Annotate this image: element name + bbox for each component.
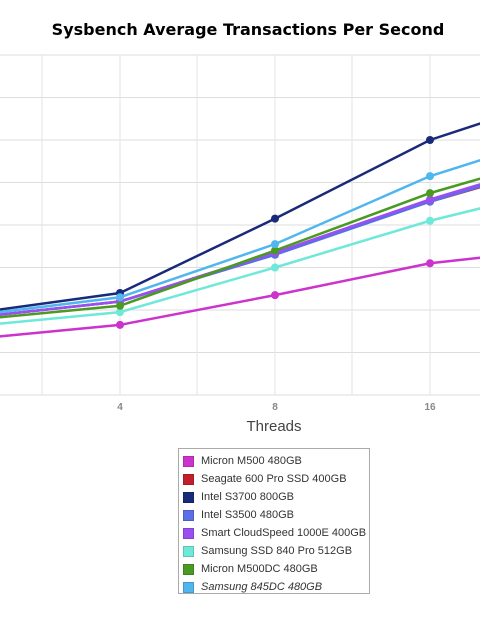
chart-title: Sysbench Average Transactions Per Second bbox=[51, 20, 445, 39]
legend: Micron M500 480GB Seagate 600 Pro SSD 400… bbox=[178, 448, 370, 594]
data-point bbox=[116, 320, 124, 329]
series-micron-m500-480gb bbox=[0, 256, 480, 338]
legend-item[interactable]: Samsung SSD 840 Pro 512GB bbox=[183, 542, 369, 560]
legend-swatch bbox=[183, 527, 194, 539]
legend-swatch bbox=[183, 455, 194, 467]
legend-item[interactable]: Seagate 600 Pro SSD 400GB bbox=[183, 470, 369, 488]
data-point bbox=[271, 240, 279, 249]
legend-item[interactable]: Intel S3700 800GB bbox=[183, 488, 369, 506]
data-point bbox=[271, 214, 279, 223]
legend-item[interactable]: Intel S3500 480GB bbox=[183, 506, 369, 524]
legend-swatch bbox=[183, 473, 194, 485]
x-tick-labels: 4 8 16 bbox=[117, 402, 436, 413]
series-seagate-600-pro-ssd-400gb bbox=[0, 185, 480, 316]
legend-label: Intel S3500 480GB bbox=[201, 509, 294, 521]
data-point bbox=[116, 308, 124, 317]
series-line bbox=[0, 185, 480, 316]
data-point bbox=[426, 259, 434, 268]
legend-label: Smart CloudSpeed 1000E 400GB bbox=[201, 527, 367, 539]
data-point bbox=[116, 293, 124, 302]
legend-label: Micron M500 480GB bbox=[201, 455, 302, 467]
data-point bbox=[426, 136, 434, 144]
legend-item[interactable]: Smart CloudSpeed 1000E 400GB bbox=[183, 524, 369, 542]
series-line bbox=[0, 159, 480, 314]
legend-swatch bbox=[183, 509, 194, 521]
series-lines bbox=[0, 122, 480, 338]
data-point bbox=[271, 246, 279, 255]
legend-label: Samsung SSD 840 Pro 512GB bbox=[201, 545, 353, 557]
data-point bbox=[426, 216, 434, 225]
x-axis-title: Threads bbox=[246, 418, 302, 435]
grid-lines bbox=[0, 54, 480, 396]
series-micron-m500dc-480gb bbox=[0, 177, 480, 319]
data-point bbox=[426, 172, 434, 181]
data-point bbox=[426, 189, 434, 198]
legend-swatch bbox=[183, 581, 194, 593]
x-tick-label: 16 bbox=[424, 402, 436, 413]
x-tick-label: 4 bbox=[117, 402, 123, 413]
legend-label: Micron M500DC 480GB bbox=[201, 563, 318, 575]
data-point bbox=[271, 263, 279, 272]
data-point bbox=[116, 301, 124, 310]
series-line bbox=[0, 207, 480, 325]
legend-label: Intel S3700 800GB bbox=[201, 491, 294, 503]
series-line bbox=[0, 256, 480, 338]
legend-item[interactable]: Micron M500DC 480GB bbox=[183, 560, 369, 578]
legend-swatch bbox=[183, 491, 194, 503]
legend-item[interactable]: Samsung 845DC 480GB bbox=[183, 578, 369, 596]
legend-item[interactable]: Micron M500 480GB bbox=[183, 452, 369, 470]
legend-swatch bbox=[183, 563, 194, 575]
legend-label: Seagate 600 Pro SSD 400GB bbox=[201, 473, 347, 485]
series-samsung-ssd-840-pro-512gb bbox=[0, 207, 480, 325]
legend-label: Samsung 845DC 480GB bbox=[201, 581, 323, 593]
data-point bbox=[426, 195, 434, 204]
series-intel-s3700-800gb bbox=[0, 122, 480, 311]
legend-swatch bbox=[183, 545, 194, 557]
x-tick-label: 8 bbox=[272, 402, 278, 413]
series-samsung-845dc-480gb bbox=[0, 159, 480, 314]
data-point bbox=[271, 291, 279, 300]
